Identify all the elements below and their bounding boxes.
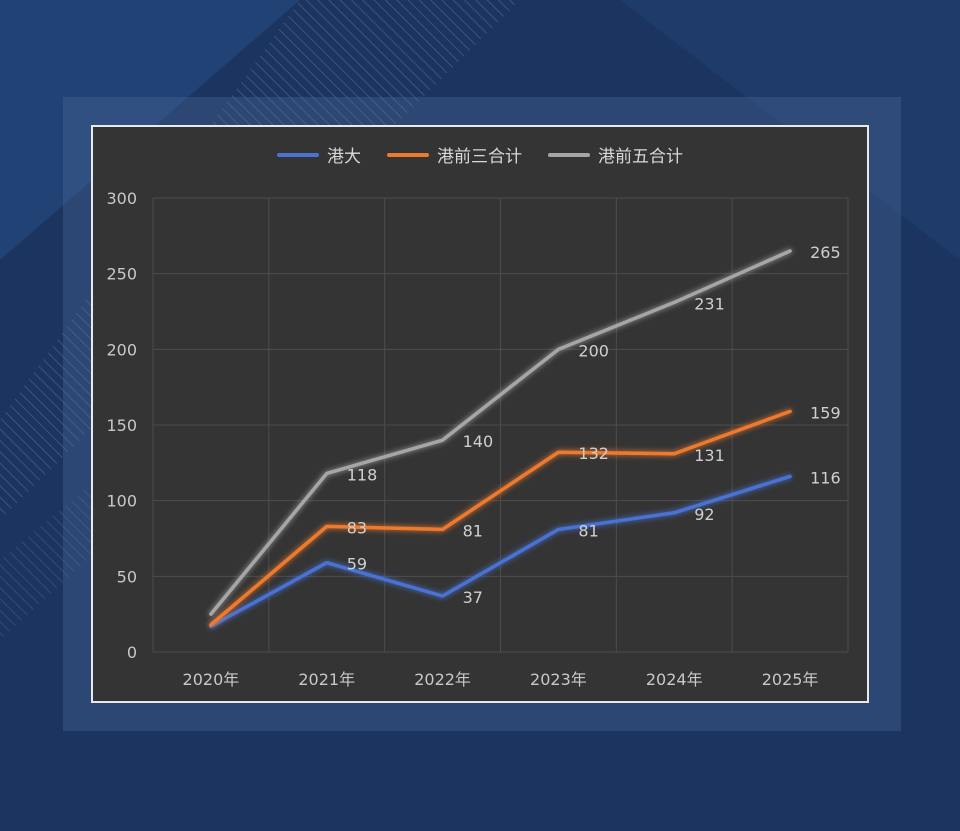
x-tick-label: 2021年 [298,670,355,689]
y-tick-label: 50 [117,567,137,586]
data-label-0-2: 37 [463,588,483,607]
y-tick-label: 100 [106,492,137,511]
series-line-2 [209,249,792,616]
y-tick-label: 250 [106,265,137,284]
series-line-0 [209,474,792,629]
data-label-0-5: 116 [810,468,841,487]
legend-swatch-top5 [548,152,590,157]
x-tick-label: 2020年 [183,670,240,689]
y-tick-label: 150 [106,416,137,435]
x-tick-label: 2023年 [530,670,587,689]
chart-frame [91,125,869,703]
data-label-2-4: 231 [694,294,725,313]
legend-item-top5: 港前五合计 [548,142,683,167]
y-tick-label: 300 [106,189,137,208]
data-label-2-1: 118 [347,465,378,484]
legend-label-top5: 港前五合计 [598,147,683,167]
legend-item-hku: 港大 [277,142,361,167]
legend: 港大 港前三合计 港前五合计 [91,142,869,167]
x-tick-label: 2022年 [414,670,471,689]
legend-swatch-hku [277,152,319,157]
data-label-1-1: 83 [347,518,367,537]
data-label-0-1: 59 [347,555,367,574]
data-label-0-4: 92 [694,505,714,524]
y-tick-label: 200 [106,340,137,359]
data-label-2-2: 140 [463,432,494,451]
data-label-1-3: 132 [578,444,609,463]
x-tick-label: 2024年 [646,670,703,689]
data-label-2-3: 200 [578,341,609,360]
legend-label-top3: 港前三合计 [437,147,522,167]
x-tick-label: 2025年 [762,670,819,689]
data-label-2-5: 265 [810,243,841,262]
data-label-1-2: 81 [463,521,483,540]
legend-item-top3: 港前三合计 [387,142,522,167]
data-label-1-5: 159 [810,403,841,422]
legend-swatch-top3 [387,152,429,157]
y-tick-label: 0 [127,643,137,662]
legend-label-hku: 港大 [327,147,361,167]
data-label-0-3: 81 [578,521,598,540]
series-line-1 [209,409,792,627]
data-label-1-4: 131 [694,446,725,465]
